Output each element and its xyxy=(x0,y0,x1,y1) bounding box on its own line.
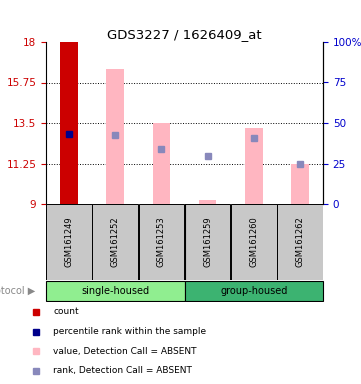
Bar xyxy=(277,204,323,280)
Bar xyxy=(153,123,170,204)
Text: GSM161253: GSM161253 xyxy=(157,217,166,267)
Bar xyxy=(245,128,262,204)
Text: GSM161259: GSM161259 xyxy=(203,217,212,267)
Title: GDS3227 / 1626409_at: GDS3227 / 1626409_at xyxy=(107,28,262,41)
Text: percentile rank within the sample: percentile rank within the sample xyxy=(53,327,206,336)
Bar xyxy=(185,204,230,280)
Text: group-housed: group-housed xyxy=(220,286,287,296)
Text: rank, Detection Call = ABSENT: rank, Detection Call = ABSENT xyxy=(53,366,192,376)
Text: GSM161249: GSM161249 xyxy=(65,217,74,267)
Text: value, Detection Call = ABSENT: value, Detection Call = ABSENT xyxy=(53,347,197,356)
Text: GSM161260: GSM161260 xyxy=(249,217,258,267)
Bar xyxy=(184,281,323,301)
Text: protocol ▶: protocol ▶ xyxy=(0,286,35,296)
Bar xyxy=(106,69,124,204)
Text: GSM161262: GSM161262 xyxy=(295,217,304,267)
Bar xyxy=(46,281,184,301)
Text: single-housed: single-housed xyxy=(81,286,149,296)
Text: GSM161252: GSM161252 xyxy=(111,217,120,267)
Text: count: count xyxy=(53,307,79,316)
Bar xyxy=(291,164,309,204)
Bar xyxy=(139,204,184,280)
Bar xyxy=(231,204,277,280)
Bar xyxy=(46,204,92,280)
Bar xyxy=(60,42,78,204)
Bar xyxy=(92,204,138,280)
Bar xyxy=(199,200,216,204)
